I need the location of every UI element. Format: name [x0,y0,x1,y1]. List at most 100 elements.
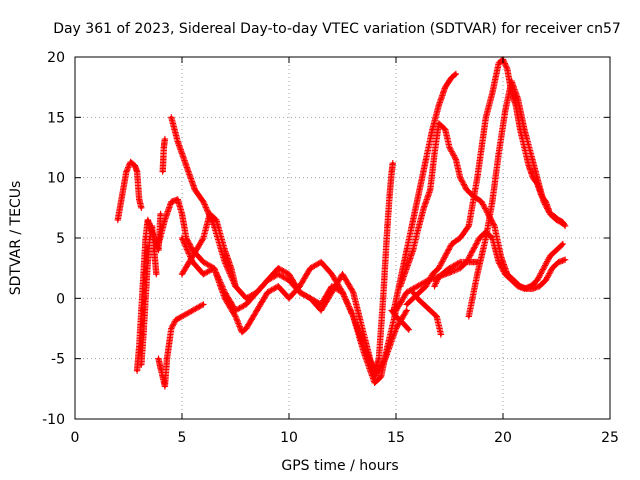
data-point [450,76,454,79]
data-point [362,333,366,336]
data-point [174,318,177,322]
data-point [341,272,344,276]
data-point [484,115,488,119]
data-point [163,137,167,141]
x-tick-label: 10 [280,430,298,446]
data-point [287,272,291,276]
data-point [157,357,160,361]
data-point [390,309,394,312]
data-point [191,254,195,258]
x-tick-label: 0 [71,430,80,446]
series-arc-3 [138,222,160,368]
data-point [244,296,248,300]
data-point [411,218,415,222]
data-point [437,103,441,107]
x-tick-labels: 0 5 10 15 20 25 [71,430,619,446]
x-tick-label: 20 [494,430,512,446]
data-point [497,61,501,65]
data-point [124,170,128,174]
data-point [480,200,483,204]
data-point [379,375,383,379]
data-point [467,224,471,228]
data-point [497,152,501,155]
data-point [475,176,479,180]
data-point [430,272,434,276]
data-point [458,260,462,264]
chart-title: Day 361 of 2023, Sidereal Day-to-day VTE… [53,21,621,37]
data-point [510,278,513,282]
y-axis-label: SDTVAR / TECUs [8,181,24,296]
data-point [471,248,475,252]
data-point [276,266,280,270]
data-point [244,302,248,306]
data-point [287,278,291,282]
data-point [411,290,415,294]
data-point [162,146,166,149]
data-point [548,254,552,258]
series-arc-12 [388,307,412,333]
data-point [490,236,494,240]
data-point [428,188,432,192]
data-point [362,351,366,355]
x-tick-label: 15 [387,430,405,446]
series-arc-9 [178,234,481,386]
x-axis-label: GPS time / hours [281,458,398,474]
data-point [202,200,205,204]
data-point [563,258,567,262]
data-point [458,176,462,180]
data-point [351,290,355,294]
data-point [516,284,520,288]
data-point [144,296,148,300]
data-point [411,248,415,252]
data-point [544,278,548,282]
data-point [405,302,409,306]
data-point [116,218,120,222]
data-point [244,327,248,330]
data-point [214,218,218,222]
data-point [523,127,526,131]
data-point [394,327,398,330]
data-point [150,224,154,228]
data-point [497,260,501,264]
data-point [437,266,441,270]
series-arc-15 [431,228,567,292]
data-point [381,296,385,300]
data-point [430,127,434,131]
series-arc-5 [159,135,169,175]
series-arc-10 [178,210,239,290]
data-point [523,287,526,291]
data-point [437,121,441,125]
data-point [298,284,302,288]
data-point [467,315,471,318]
data-point [405,290,409,294]
data-point [169,115,173,119]
data-point [180,315,184,318]
data-point [144,236,148,240]
data-point [465,188,469,192]
data-point [157,242,160,246]
data-point [454,72,458,76]
data-point [161,170,165,174]
y-tick-label: -5 [51,352,65,368]
data-point [142,333,145,336]
data-point [448,146,451,149]
data-point [180,272,184,276]
data-point [154,272,158,276]
data-point [202,272,205,276]
data-point [433,152,436,155]
data-point [516,97,520,101]
data-point [550,266,554,270]
data-point [443,85,447,89]
x-tick-label: 25 [601,430,619,446]
data-point [388,194,391,198]
data-point [148,236,152,240]
data-point [490,200,494,204]
data-point [139,363,143,367]
series-arc-18 [465,77,567,320]
data-point [424,158,428,161]
data-point [157,248,160,252]
data-point [443,272,447,276]
data-point [202,236,205,240]
data-point [510,79,513,83]
y-tick-label: 10 [47,171,65,187]
